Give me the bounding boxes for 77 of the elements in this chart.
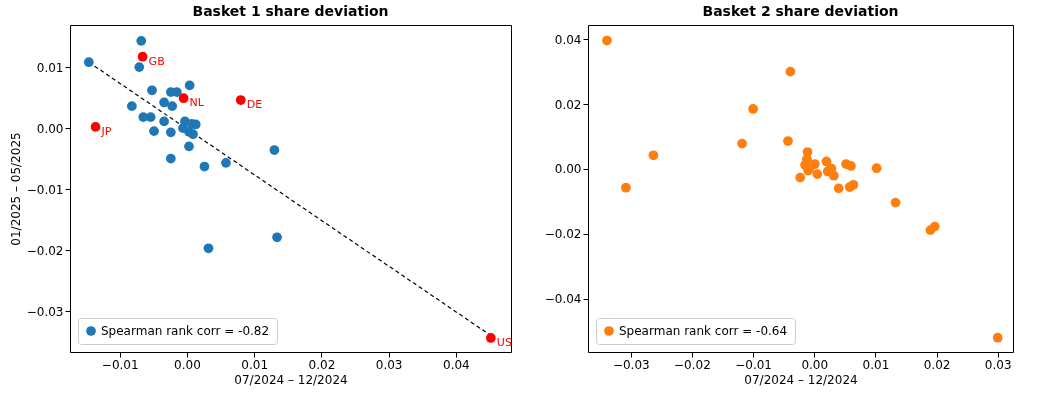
point [184, 141, 194, 152]
x-tick-label: 0.01 [862, 357, 890, 372]
point [167, 101, 178, 111]
point [178, 93, 189, 104]
annotation: NL [189, 96, 205, 110]
point [221, 158, 231, 168]
point [785, 66, 796, 77]
point [846, 161, 856, 171]
x-tick-label: 0.00 [174, 357, 201, 372]
point [134, 62, 145, 72]
y-tick-label: 0.04 [554, 32, 582, 47]
point [137, 51, 148, 62]
annotation: GB [148, 54, 165, 68]
point [621, 182, 631, 193]
x-tick-label: 0.03 [984, 357, 1012, 372]
x-tick-label: −0.02 [674, 357, 711, 372]
x-tick-label: 0.01 [241, 357, 269, 372]
annotation: DE [246, 98, 263, 112]
y-tick-label: −0.02 [544, 227, 582, 242]
y-tick-label: 0.00 [36, 121, 64, 136]
point [165, 127, 176, 138]
point [199, 161, 210, 172]
legend-label: Spearman rank corr = -0.82 [101, 324, 270, 338]
point [159, 97, 169, 108]
point [810, 159, 820, 169]
x-tick-label: −0.01 [101, 357, 139, 372]
x-tick-label: 0.02 [923, 357, 951, 372]
point [485, 333, 496, 343]
point [871, 163, 882, 174]
chart-title: Basket 1 share deviation [192, 3, 389, 19]
x-axis-title: 07/2024 – 12/2024 [234, 372, 348, 387]
point [83, 57, 94, 68]
y-tick-label: −0.04 [544, 292, 582, 307]
x-tick-label: 0.04 [443, 357, 470, 372]
point [783, 136, 793, 146]
x-tick-label: 0.02 [308, 357, 336, 372]
point [833, 183, 844, 194]
chart-title: Basket 2 share deviation [702, 3, 899, 19]
point [890, 197, 901, 208]
y-tick-label: 0.01 [36, 60, 64, 75]
x-tick-label: 0.03 [375, 357, 403, 372]
point [126, 101, 137, 111]
point [848, 179, 859, 190]
y-tick-label: 0.02 [554, 97, 582, 112]
point [992, 332, 1003, 343]
point [165, 153, 176, 164]
y-tick-label: 0.00 [554, 162, 582, 177]
annotation: JP [100, 124, 112, 138]
point [648, 150, 659, 161]
point [821, 156, 832, 167]
y-axis-title: 01/2025 – 05/2025 [8, 132, 23, 246]
point [149, 126, 159, 137]
point [795, 172, 806, 183]
point [269, 145, 280, 155]
point [159, 116, 169, 127]
y-tick-label: −0.01 [26, 182, 64, 197]
point [147, 85, 157, 96]
point [203, 243, 214, 254]
point [188, 129, 198, 140]
point [172, 87, 182, 97]
point [748, 104, 758, 114]
point [272, 232, 282, 243]
x-tick-label: −0.03 [612, 357, 650, 372]
x-tick-label: −0.01 [735, 357, 772, 372]
point [737, 138, 747, 149]
point [90, 122, 101, 132]
x-tick-label: 0.00 [801, 357, 829, 372]
point [812, 169, 823, 179]
y-tick-label: −0.02 [26, 243, 64, 258]
x-axis-title: 07/2024 – 12/2024 [744, 372, 858, 387]
point [235, 95, 246, 105]
y-tick-label: −0.03 [26, 304, 64, 319]
point [929, 221, 940, 232]
point [136, 36, 147, 46]
legend-label: Spearman rank corr = -0.64 [619, 324, 788, 338]
point [184, 80, 195, 91]
point [602, 35, 612, 46]
